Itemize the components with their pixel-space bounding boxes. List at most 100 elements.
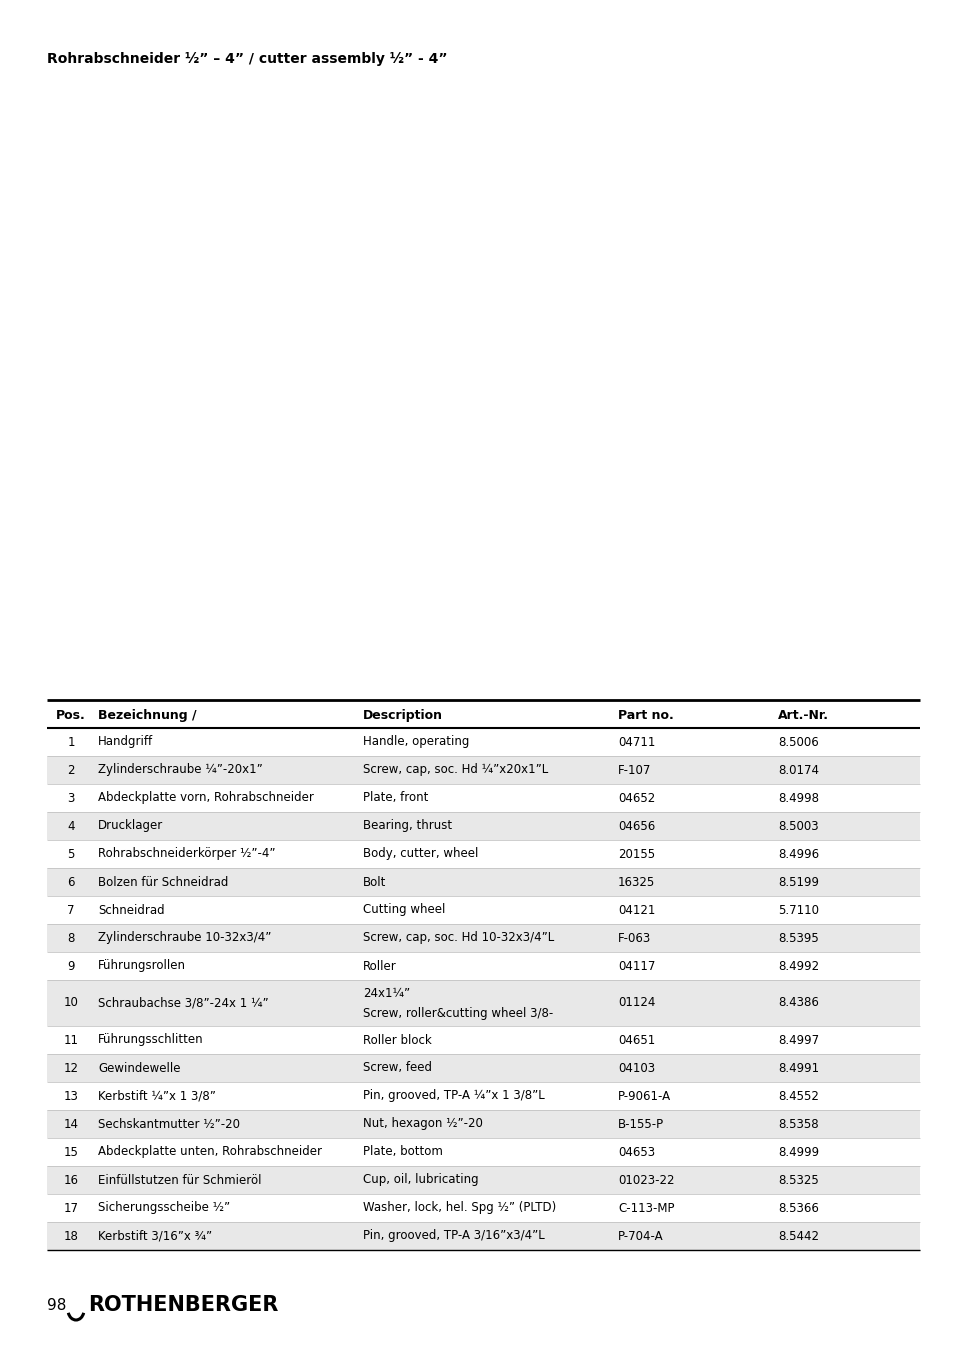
Text: 04117: 04117: [618, 960, 655, 972]
Bar: [47, 1222, 919, 1251]
Text: 01023-22: 01023-22: [618, 1174, 674, 1187]
Text: 5.7110: 5.7110: [778, 903, 818, 917]
Text: 04103: 04103: [618, 1061, 655, 1075]
Text: 8.4386: 8.4386: [778, 996, 818, 1010]
Text: 8.4998: 8.4998: [778, 791, 818, 804]
Bar: [47, 1138, 919, 1165]
Text: 8.4991: 8.4991: [778, 1061, 819, 1075]
Text: 16325: 16325: [618, 876, 655, 888]
Text: Bolzen für Schneidrad: Bolzen für Schneidrad: [98, 876, 228, 888]
Bar: [47, 952, 919, 980]
Text: Part no.: Part no.: [618, 708, 673, 722]
Text: 15: 15: [64, 1145, 78, 1159]
Text: 5: 5: [68, 848, 74, 860]
Text: Führungsschlitten: Führungsschlitten: [98, 1033, 203, 1046]
Text: 8.5442: 8.5442: [778, 1229, 818, 1242]
Text: 8.4999: 8.4999: [778, 1145, 819, 1159]
Bar: [47, 727, 919, 756]
Text: Roller block: Roller block: [363, 1033, 432, 1046]
Text: 04121: 04121: [618, 903, 655, 917]
Text: 8.5199: 8.5199: [778, 876, 818, 888]
Text: Washer, lock, hel. Spg ½” (PLTD): Washer, lock, hel. Spg ½” (PLTD): [363, 1202, 556, 1214]
Text: Cutting wheel: Cutting wheel: [363, 903, 445, 917]
Text: 8.5395: 8.5395: [778, 932, 818, 945]
Text: Bolt: Bolt: [363, 876, 386, 888]
Bar: [47, 1165, 919, 1194]
Text: 10: 10: [64, 996, 78, 1010]
Text: 14: 14: [64, 1118, 78, 1130]
Text: Kerbstift ¼”x 1 3/8”: Kerbstift ¼”x 1 3/8”: [98, 1090, 215, 1102]
Text: Nut, hexagon ½”-20: Nut, hexagon ½”-20: [363, 1118, 482, 1130]
Text: 8.4992: 8.4992: [778, 960, 819, 972]
Text: Screw, cap, soc. Hd 10-32x3/4”L: Screw, cap, soc. Hd 10-32x3/4”L: [363, 932, 554, 945]
Bar: [47, 1194, 919, 1222]
Bar: [47, 813, 919, 840]
Text: Kerbstift 3/16”x ¾”: Kerbstift 3/16”x ¾”: [98, 1229, 212, 1242]
Text: Handgriff: Handgriff: [98, 735, 153, 749]
Text: Screw, roller&cutting wheel 3/8-: Screw, roller&cutting wheel 3/8-: [363, 1007, 553, 1019]
Bar: [47, 1055, 919, 1082]
Text: 1: 1: [67, 735, 74, 749]
Bar: [47, 1110, 919, 1138]
Text: 6: 6: [67, 876, 74, 888]
Text: Sechskantmutter ½”-20: Sechskantmutter ½”-20: [98, 1118, 240, 1130]
Text: 2: 2: [67, 764, 74, 776]
Text: B-155-P: B-155-P: [618, 1118, 663, 1130]
Bar: [47, 868, 919, 896]
Text: P-9061-A: P-9061-A: [618, 1090, 670, 1102]
Text: Abdeckplatte unten, Rohrabschneider: Abdeckplatte unten, Rohrabschneider: [98, 1145, 322, 1159]
Text: Roller: Roller: [363, 960, 396, 972]
Text: 8.5366: 8.5366: [778, 1202, 818, 1214]
Text: 8.4552: 8.4552: [778, 1090, 818, 1102]
Text: Bearing, thrust: Bearing, thrust: [363, 819, 452, 833]
Text: 7: 7: [67, 903, 74, 917]
Text: 16: 16: [64, 1174, 78, 1187]
Text: Art.-Nr.: Art.-Nr.: [778, 708, 828, 722]
Text: 13: 13: [64, 1090, 78, 1102]
Text: C-113-MP: C-113-MP: [618, 1202, 674, 1214]
Text: 8.0174: 8.0174: [778, 764, 818, 776]
Text: 04711: 04711: [618, 735, 655, 749]
Bar: [47, 1082, 919, 1110]
Bar: [47, 896, 919, 923]
Text: 8.4997: 8.4997: [778, 1033, 819, 1046]
Text: Cup, oil, lubricating: Cup, oil, lubricating: [363, 1174, 478, 1187]
Text: 8: 8: [68, 932, 74, 945]
Text: 20155: 20155: [618, 848, 655, 860]
Text: 8.5325: 8.5325: [778, 1174, 818, 1187]
Text: ROTHENBERGER: ROTHENBERGER: [88, 1295, 278, 1315]
Text: Description: Description: [363, 708, 442, 722]
Text: F-107: F-107: [618, 764, 651, 776]
Text: 04656: 04656: [618, 819, 655, 833]
Text: 8.5003: 8.5003: [778, 819, 818, 833]
Text: 9: 9: [67, 960, 74, 972]
Text: 04652: 04652: [618, 791, 655, 804]
Text: Screw, cap, soc. Hd ¼”x20x1”L: Screw, cap, soc. Hd ¼”x20x1”L: [363, 764, 548, 776]
Text: Führungsrollen: Führungsrollen: [98, 960, 186, 972]
Text: 24x1¼”: 24x1¼”: [363, 987, 410, 1000]
Text: 04651: 04651: [618, 1033, 655, 1046]
Text: Screw, feed: Screw, feed: [363, 1061, 432, 1075]
Text: Rohrabschneider ½” – 4” / cutter assembly ½” - 4”: Rohrabschneider ½” – 4” / cutter assembl…: [47, 51, 447, 66]
Text: Plate, bottom: Plate, bottom: [363, 1145, 442, 1159]
Bar: [47, 923, 919, 952]
Text: 8.5358: 8.5358: [778, 1118, 818, 1130]
Text: Schraubachse 3/8”-24x 1 ¼”: Schraubachse 3/8”-24x 1 ¼”: [98, 996, 269, 1010]
Text: Zylinderschraube ¼”-20x1”: Zylinderschraube ¼”-20x1”: [98, 764, 262, 776]
Text: 98: 98: [47, 1298, 67, 1313]
Bar: [47, 1026, 919, 1055]
Text: Zylinderschraube 10-32x3/4”: Zylinderschraube 10-32x3/4”: [98, 932, 271, 945]
Text: 3: 3: [68, 791, 74, 804]
Text: Bezeichnung /: Bezeichnung /: [98, 708, 196, 722]
Bar: [47, 980, 919, 1026]
Text: Einfüllstutzen für Schmieröl: Einfüllstutzen für Schmieröl: [98, 1174, 261, 1187]
Bar: [47, 840, 919, 868]
Text: Gewindewelle: Gewindewelle: [98, 1061, 180, 1075]
Bar: [47, 756, 919, 784]
Text: 04653: 04653: [618, 1145, 655, 1159]
Text: 8.5006: 8.5006: [778, 735, 818, 749]
Text: Sicherungsscheibe ½”: Sicherungsscheibe ½”: [98, 1202, 230, 1214]
Text: Handle, operating: Handle, operating: [363, 735, 469, 749]
Text: Body, cutter, wheel: Body, cutter, wheel: [363, 848, 477, 860]
Text: Pin, grooved, TP-A ¼”x 1 3/8”L: Pin, grooved, TP-A ¼”x 1 3/8”L: [363, 1090, 544, 1102]
